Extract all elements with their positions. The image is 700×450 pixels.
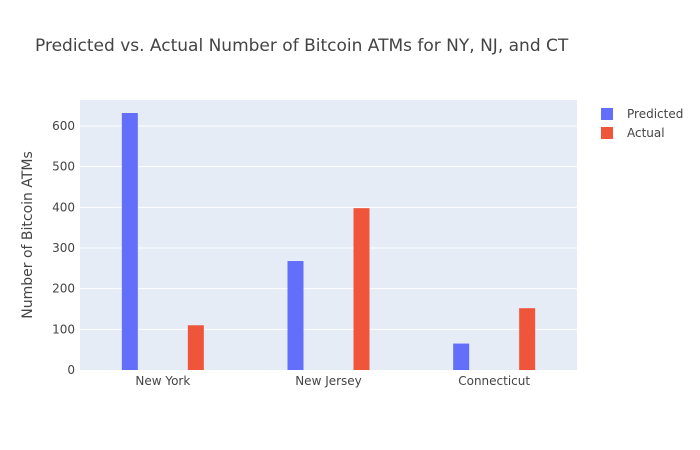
x-tick-label: New York — [135, 374, 190, 388]
x-tick-label: Connecticut — [458, 374, 530, 388]
bar-actual-connecticut[interactable] — [519, 308, 536, 370]
bar-predicted-new-york[interactable] — [121, 113, 138, 370]
legend-label-actual[interactable]: Actual — [627, 126, 665, 140]
y-tick-label: 600 — [52, 119, 75, 133]
legend: Predicted Actual — [601, 107, 683, 140]
y-axis-title: Number of Bitcoin ATMs — [20, 151, 36, 319]
legend-swatch-predicted[interactable] — [601, 108, 613, 120]
y-tick-label: 300 — [52, 241, 75, 255]
y-tick-label: 100 — [52, 322, 75, 336]
y-axis-ticks: 0 100 200 300 400 500 600 — [52, 119, 75, 377]
bar-predicted-new-jersey[interactable] — [287, 261, 304, 370]
legend-swatch-actual[interactable] — [601, 127, 613, 139]
bar-actual-new-jersey[interactable] — [353, 208, 370, 370]
plot-area — [80, 100, 577, 370]
y-tick-label: 0 — [67, 363, 75, 377]
y-tick-label: 400 — [52, 200, 75, 214]
legend-label-predicted[interactable]: Predicted — [627, 107, 683, 121]
bars — [121, 113, 536, 370]
bar-predicted-connecticut[interactable] — [453, 343, 470, 370]
x-tick-label: New Jersey — [295, 374, 362, 388]
gridlines — [80, 125, 577, 330]
bar-actual-new-york[interactable] — [187, 325, 204, 370]
y-tick-label: 500 — [52, 160, 75, 174]
chart-title: Predicted vs. Actual Number of Bitcoin A… — [35, 36, 569, 56]
x-axis-ticks: New York New Jersey Connecticut — [135, 374, 530, 388]
y-tick-label: 200 — [52, 282, 75, 296]
